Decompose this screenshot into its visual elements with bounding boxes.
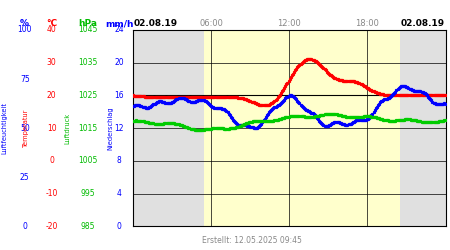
Text: 1015: 1015 xyxy=(78,124,97,132)
Text: 1025: 1025 xyxy=(78,91,97,100)
Text: Niederschlag: Niederschlag xyxy=(107,106,113,150)
Text: 06:00: 06:00 xyxy=(199,19,223,28)
Text: 4: 4 xyxy=(117,189,122,198)
Text: 985: 985 xyxy=(81,222,95,231)
Text: 0: 0 xyxy=(22,222,27,231)
Text: 100: 100 xyxy=(18,26,32,35)
Text: 25: 25 xyxy=(20,173,30,182)
Text: 0: 0 xyxy=(117,222,122,231)
Text: %: % xyxy=(20,19,29,28)
Text: 02.08.19: 02.08.19 xyxy=(400,19,445,28)
Bar xyxy=(204,30,400,226)
Text: Temperatur: Temperatur xyxy=(23,109,29,147)
Text: Luftdruck: Luftdruck xyxy=(64,112,71,144)
Text: 20: 20 xyxy=(114,58,124,67)
Text: Erstellt: 12.05.2025 09:45: Erstellt: 12.05.2025 09:45 xyxy=(202,236,302,246)
Text: 75: 75 xyxy=(20,74,30,84)
Text: 0: 0 xyxy=(50,156,54,165)
Text: 02.08.19: 02.08.19 xyxy=(134,19,178,28)
Text: 18:00: 18:00 xyxy=(356,19,379,28)
Text: 12:00: 12:00 xyxy=(277,19,301,28)
Bar xyxy=(400,30,446,226)
Text: 10: 10 xyxy=(47,124,57,132)
Text: 16: 16 xyxy=(114,91,124,100)
Text: 1005: 1005 xyxy=(78,156,98,165)
Text: 1035: 1035 xyxy=(78,58,98,67)
Text: mm/h: mm/h xyxy=(105,19,134,28)
Text: 30: 30 xyxy=(47,58,57,67)
Text: 1045: 1045 xyxy=(78,26,98,35)
Text: 24: 24 xyxy=(114,26,124,35)
Text: °C: °C xyxy=(46,19,57,28)
Text: 20: 20 xyxy=(47,91,57,100)
Text: 50: 50 xyxy=(20,124,30,132)
Text: Luftfeuchtigkeit: Luftfeuchtigkeit xyxy=(1,102,8,154)
Text: -10: -10 xyxy=(45,189,58,198)
Text: hPa: hPa xyxy=(78,19,97,28)
Text: -20: -20 xyxy=(45,222,58,231)
Text: 995: 995 xyxy=(81,189,95,198)
Bar xyxy=(133,30,204,226)
Text: 40: 40 xyxy=(47,26,57,35)
Text: 8: 8 xyxy=(117,156,122,165)
Text: 12: 12 xyxy=(114,124,124,132)
